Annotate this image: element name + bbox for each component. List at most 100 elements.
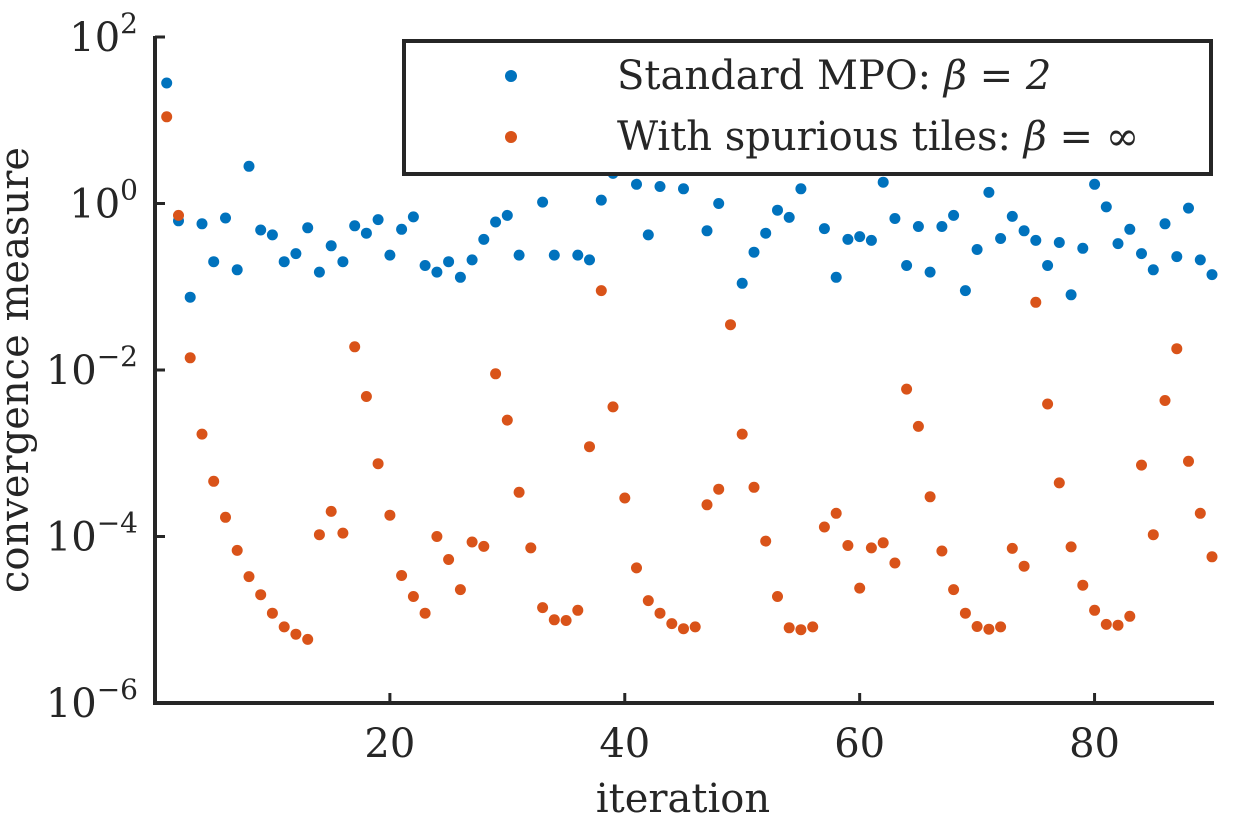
data-point [266,229,278,241]
data-point [243,160,255,172]
data-point [842,540,854,551]
data-point [936,545,948,557]
data-point [1112,619,1124,631]
data-point [1065,541,1077,553]
data-point [372,458,384,470]
data-point [184,291,196,303]
data-point [607,401,619,413]
data-point [772,591,783,602]
legend-entry-standard: Standard MPO: β = 2 [617,53,1051,99]
data-point [1183,455,1194,467]
data-point [384,509,396,521]
data-point [948,584,960,596]
data-point [419,607,431,619]
data-point [959,607,971,619]
data-point [830,271,842,283]
y-axis-label: convergence measure [0,147,38,593]
data-point [1053,477,1065,489]
data-point [971,621,983,632]
data-point [971,244,983,255]
data-point [572,249,584,261]
data-point [208,256,220,268]
points-layer [161,77,1218,645]
data-point [666,618,678,630]
data-point [372,214,384,226]
data-point [1089,604,1101,616]
data-point [948,209,960,221]
data-point [654,607,666,619]
data-point [466,536,478,548]
data-point [548,614,560,626]
data-point [266,607,278,619]
data-point [830,507,842,519]
data-point [795,183,807,195]
data-point [748,246,760,258]
data-point [1147,529,1159,541]
data-point [196,218,208,230]
y-tick-label: 100 [69,174,138,228]
data-point [842,233,854,245]
data-point [995,621,1007,633]
data-point [313,529,325,541]
data-point [490,368,502,380]
data-point [584,441,595,453]
data-point [407,211,419,223]
data-point [548,249,560,261]
data-point [1206,269,1218,281]
data-point [818,223,830,235]
data-point [736,277,748,289]
data-point [701,225,713,237]
data-point [1159,395,1171,406]
data-point [325,505,337,517]
data-point [173,209,184,221]
series-standard-mpo [161,77,1218,303]
data-point [924,491,936,503]
data-point [572,604,584,616]
data-point [877,537,889,549]
x-tick-label: 40 [599,721,650,767]
data-point [1159,218,1171,230]
data-point [877,176,889,188]
data-point [466,254,478,266]
data-point [619,492,631,504]
data-point [1147,264,1159,276]
data-point [936,221,948,232]
data-point [818,521,830,533]
data-point [196,428,208,440]
data-point [384,249,396,261]
data-point [654,181,666,192]
data-point [736,428,748,440]
data-point [795,624,807,636]
data-point [255,589,267,601]
data-point [959,285,971,297]
data-point [231,544,243,556]
data-point [501,209,513,221]
data-point [337,256,349,268]
data-point [983,186,995,198]
data-point [995,233,1007,244]
data-point [419,260,431,271]
data-point [1042,260,1054,271]
data-point [325,240,337,252]
data-point [854,231,866,243]
data-point [525,542,537,554]
data-point [220,212,231,224]
data-point [678,623,689,635]
data-point [924,266,936,278]
y-tick-label: 10−6 [46,673,138,727]
y-ticks: 102 100 10−2 10−4 10−6 [46,7,165,727]
data-point [337,527,349,539]
data-point [349,220,361,232]
data-point [255,224,267,236]
data-point [501,414,513,426]
data-point [912,420,924,432]
data-point [901,260,913,271]
data-point [407,591,419,602]
data-point [1124,223,1136,235]
data-point [513,486,525,498]
data-point [912,221,924,232]
data-point [313,266,325,278]
data-point [713,483,725,495]
x-tick-label: 80 [1069,721,1120,767]
